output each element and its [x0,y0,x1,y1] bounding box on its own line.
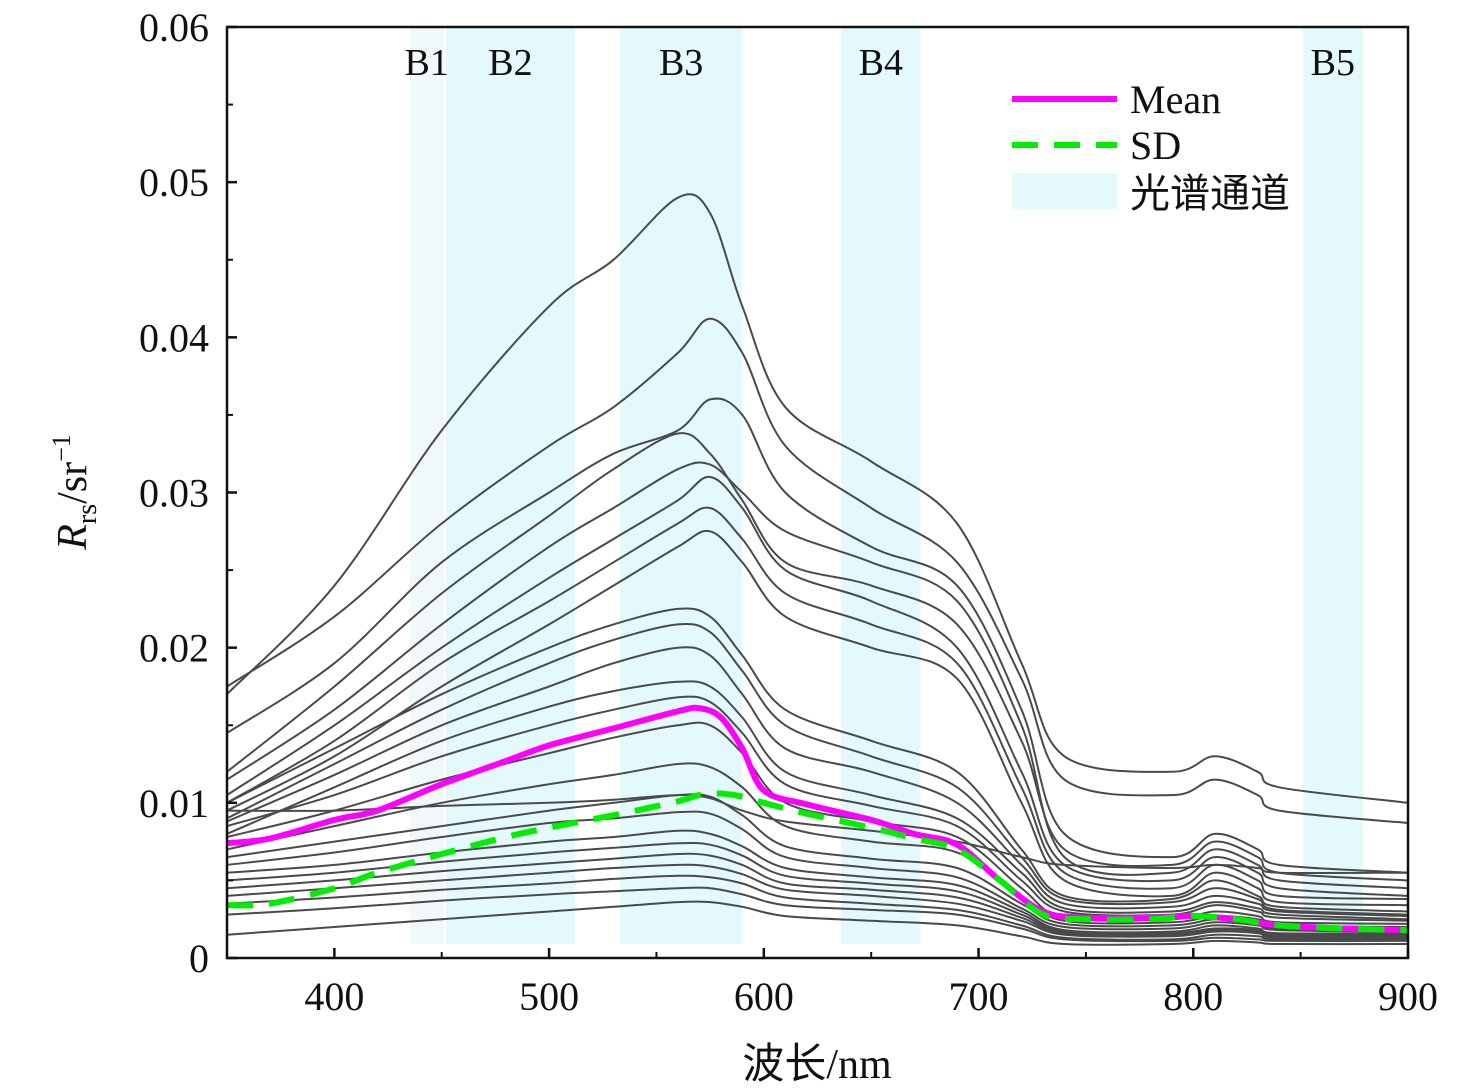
statistic-curves [227,704,1408,934]
band-labels: B1 B2 B3 B4 B5 [405,42,1356,84]
sample-spectrum-5 [227,461,1408,890]
x-tick-label-400: 400 [304,974,364,1019]
sample-spectrum-9 [227,607,1408,913]
y-tick-label-2: 0.02 [139,626,209,671]
y-axis-title-subscript: rs [72,504,103,524]
legend-band-label: 光谱通道 [1130,171,1290,216]
y-tick-label-6: 0.06 [139,5,209,50]
band-label-b2: B2 [488,42,532,84]
sample-spectrum-23 [227,874,1408,941]
legend-band-swatch [1012,173,1117,209]
sample-spectrum-12 [227,680,1408,921]
y-axis-title-exponent: −1 [47,434,76,462]
legend: Mean SD 光谱通道 [1012,77,1290,216]
sample-spectrum-4 [227,432,1408,882]
band-b2 [446,27,575,944]
x-tick-label-700: 700 [949,974,1009,1019]
sample-spectrum-19 [227,829,1408,935]
legend-sd-label: SD [1130,123,1181,168]
band-label-b4: B4 [859,42,903,84]
x-tick-label-900: 900 [1378,974,1438,1019]
sample-spectrum-24 [227,886,1408,943]
band-label-b3: B3 [659,42,703,84]
x-axis-title: 波长/nm [742,1042,892,1088]
legend-mean-label: Mean [1130,77,1221,122]
y-tick-label-0: 0 [189,936,209,981]
sample-spectrum-10 [227,622,1408,916]
y-tick-label-3: 0.03 [139,471,209,516]
y-axis-title-symbol: R [50,524,96,551]
sample-spectra [227,193,1408,946]
sample-spectrum-25 [227,900,1408,946]
x-tick-label-600: 600 [734,974,794,1019]
sample-spectrum-13 [227,695,1408,922]
y-tick-label-5: 0.05 [139,160,209,205]
sample-spectrum-11 [227,646,1408,918]
y-tick-label-4: 0.04 [139,315,209,360]
sd-line [227,790,1408,934]
sample-spectrum-20 [227,841,1408,937]
y-axis-title: Rrs/sr−1 [47,434,103,551]
sample-spectrum-8 [227,529,1408,907]
y-tick-label-1: 0.01 [139,781,209,826]
sample-spectrum-1 [227,193,1408,804]
sample-spectrum-6 [227,475,1408,897]
spectral-bands [409,27,1363,944]
sample-spectrum-7 [227,506,1408,900]
y-axis-title-unit: /sr [50,462,96,504]
sample-spectrum-16 [227,794,1408,875]
sample-spectrum-18 [227,810,1408,933]
sample-spectrum-22 [227,863,1408,940]
sample-spectrum-2 [227,317,1408,824]
sample-spectrum-3 [227,397,1408,874]
band-label-b1: B1 [405,42,449,84]
axis-ticks: 400 500 600 700 800 900 0 0.01 0.02 0.03 0.04 0.05 0… [139,5,1438,1019]
x-tick-label-800: 800 [1163,974,1223,1019]
band-b4 [841,27,921,944]
x-tick-label-500: 500 [519,974,579,1019]
band-label-b5: B5 [1311,42,1355,84]
sample-spectrum-21 [227,852,1408,938]
band-b5 [1302,27,1363,944]
